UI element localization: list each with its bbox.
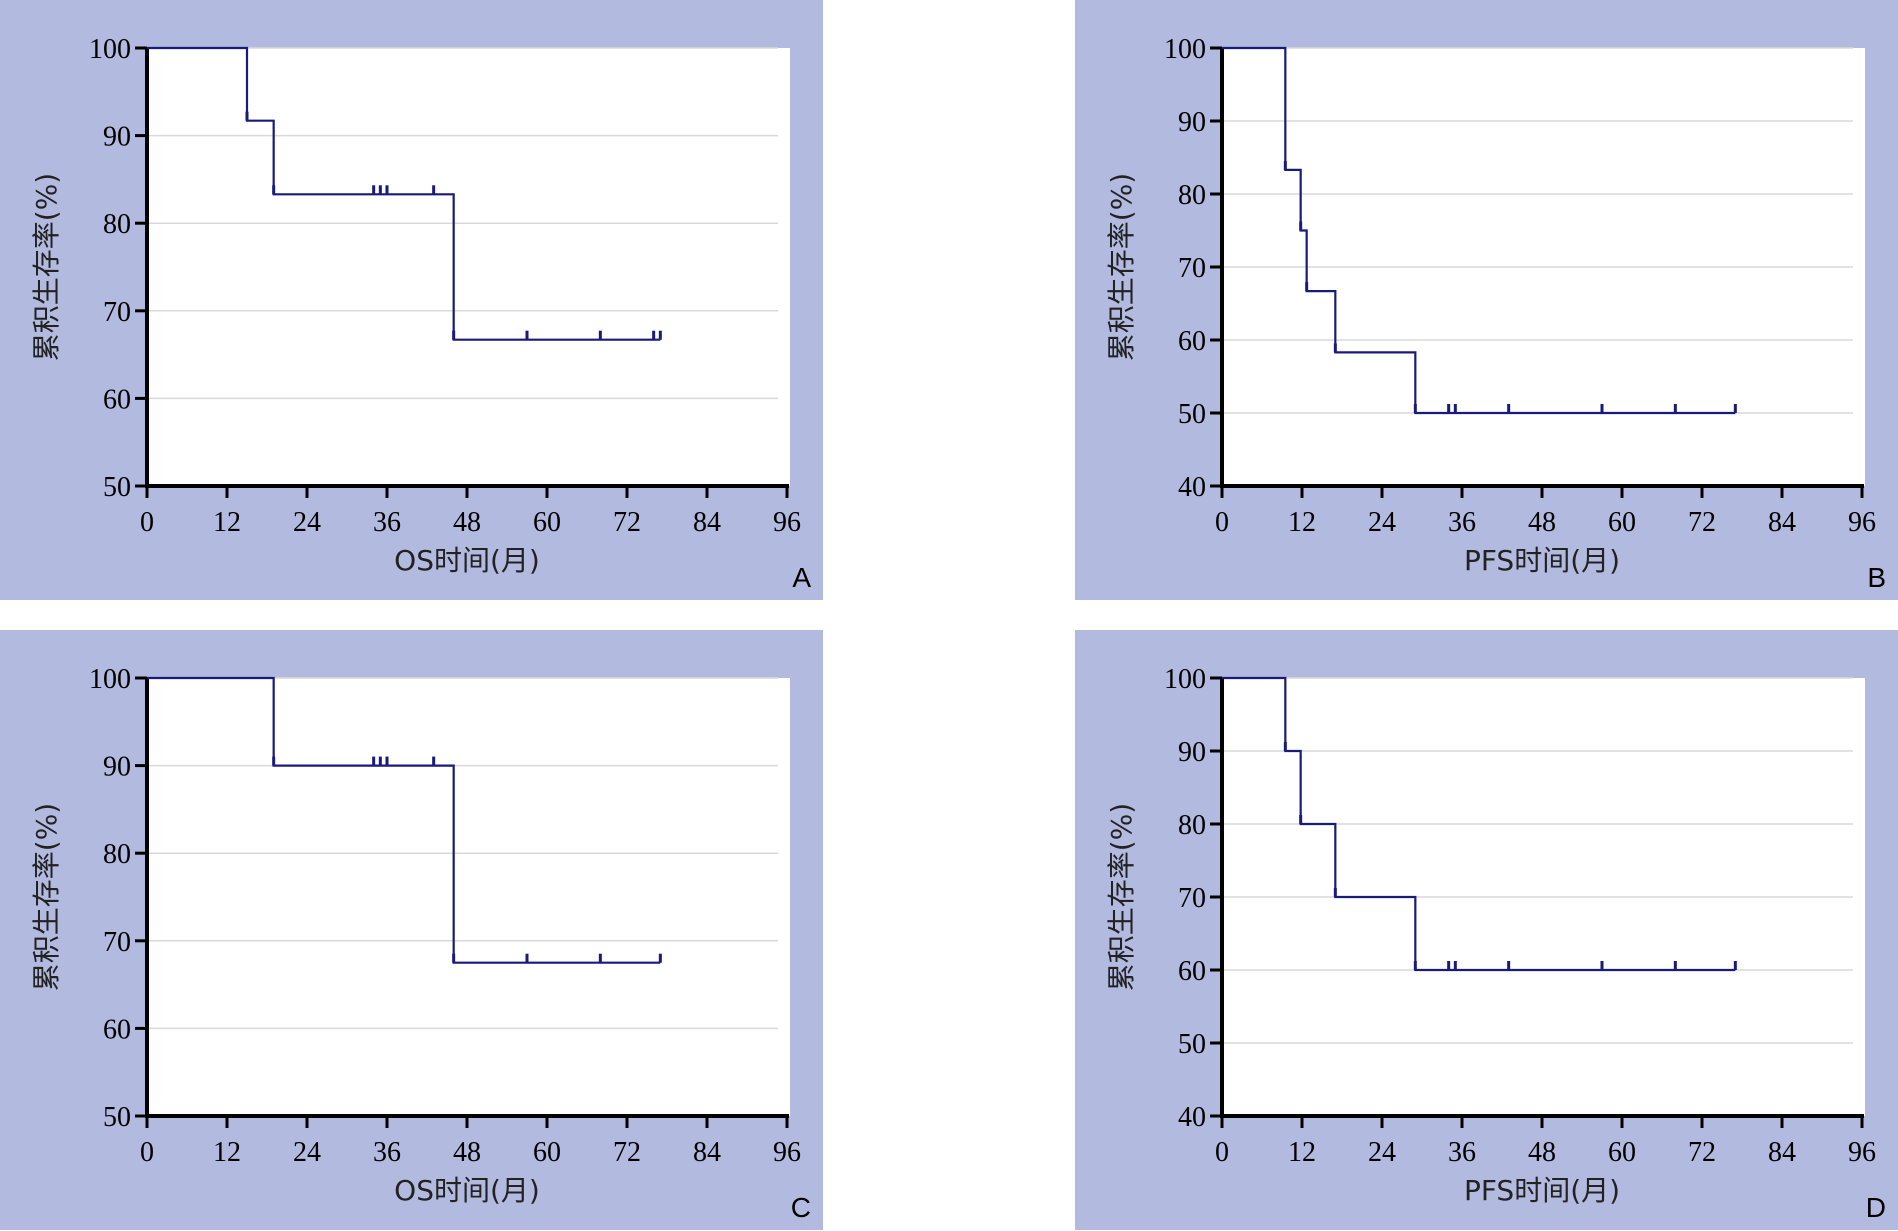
x-tick-label: 36	[1448, 1137, 1476, 1168]
x-tick-label: 96	[773, 1137, 801, 1168]
x-tick-label: 60	[1608, 1137, 1636, 1168]
y-tick-label: 90	[1178, 737, 1206, 768]
x-tick-label: 48	[453, 507, 481, 538]
y-tick-label: 60	[1178, 956, 1206, 987]
y-tick-label: 60	[103, 384, 131, 415]
y-axis-title: 累积生存率(%)	[1105, 173, 1138, 361]
y-tick-label: 50	[103, 472, 131, 503]
x-tick-label: 36	[373, 1137, 401, 1168]
x-tick-label: 12	[213, 1137, 241, 1168]
y-tick-label: 60	[103, 1014, 131, 1045]
x-tick-label: 60	[1608, 507, 1636, 538]
y-tick-label: 80	[103, 839, 131, 870]
x-tick-label: 96	[1848, 507, 1876, 538]
x-tick-label: 48	[1528, 507, 1556, 538]
panel-c: 50 60 70 80 90 100 0 12 24 36 48 60 72 84 96 OS时间(月) 累积生…	[0, 630, 823, 1230]
x-tick-label: 72	[613, 507, 641, 538]
panel-label-a: A	[792, 562, 811, 593]
x-tick-label: 24	[1368, 1137, 1396, 1168]
panel-label-d: D	[1865, 1192, 1886, 1223]
x-tick-label: 60	[533, 1137, 561, 1168]
x-tick-label: 36	[373, 507, 401, 538]
y-tick-label: 90	[103, 122, 131, 153]
x-tick-label: 48	[453, 1137, 481, 1168]
y-tick-label: 50	[103, 1102, 131, 1133]
x-tick-label: 24	[293, 507, 321, 538]
y-tick-label: 80	[103, 209, 131, 240]
x-axis-title: OS时间(月)	[394, 1174, 540, 1207]
x-tick-label: 24	[1368, 507, 1396, 538]
x-tick-label: 84	[693, 507, 721, 538]
x-tick-label: 48	[1528, 1137, 1556, 1168]
panel-label-b: B	[1867, 562, 1886, 593]
x-axis-title: OS时间(月)	[394, 544, 540, 577]
y-tick-label: 100	[89, 664, 131, 695]
x-tick-label: 0	[1215, 507, 1229, 538]
y-tick-label: 70	[1178, 253, 1206, 284]
chart-d: 40 50 60 70 80 90 100 0 12 24 36 48 60 72 84 96 PFS时间(月)…	[1105, 664, 1876, 1207]
chart-b: 40 50 60 70 80 90 100 0 12 24 36 48 60 72 84 96 PFS时间(月)…	[1105, 34, 1876, 577]
y-tick-label: 70	[103, 927, 131, 958]
panel-a: 50 60 70 80 90 100 0 12 24 36 48 60 72 84 96 OS时间(月) 累积生…	[0, 0, 823, 600]
x-tick-label: 84	[1768, 507, 1796, 538]
x-axis-title: PFS时间(月)	[1464, 544, 1620, 577]
x-tick-label: 0	[140, 507, 154, 538]
chart-a: 50 60 70 80 90 100 0 12 24 36 48 60 72 84 96 OS时间(月) 累积生…	[30, 34, 801, 577]
panel-d: 40 50 60 70 80 90 100 0 12 24 36 48 60 72 84 96 PFS时间(月)…	[1075, 630, 1898, 1230]
y-tick-label: 50	[1178, 399, 1206, 430]
x-tick-label: 12	[1288, 507, 1316, 538]
panel-label-c: C	[790, 1192, 811, 1223]
x-tick-label: 96	[1848, 1137, 1876, 1168]
x-tick-label: 96	[773, 507, 801, 538]
x-tick-label: 24	[293, 1137, 321, 1168]
y-tick-label: 80	[1178, 810, 1206, 841]
y-tick-label: 40	[1178, 1102, 1206, 1133]
x-tick-label: 12	[213, 507, 241, 538]
y-tick-label: 100	[1164, 34, 1206, 65]
plot-area	[147, 48, 790, 486]
y-axis-title: 累积生存率(%)	[1105, 803, 1138, 991]
y-tick-label: 60	[1178, 326, 1206, 357]
y-tick-label: 50	[1178, 1029, 1206, 1060]
y-axis-title: 累积生存率(%)	[30, 173, 63, 361]
y-tick-label: 90	[1178, 107, 1206, 138]
x-axis-title: PFS时间(月)	[1464, 1174, 1620, 1207]
x-tick-label: 72	[613, 1137, 641, 1168]
panel-b: 40 50 60 70 80 90 100 0 12 24 36 48 60 72 84 96 PFS时间(月)…	[1075, 0, 1898, 600]
x-tick-label: 72	[1688, 1137, 1716, 1168]
y-tick-label: 80	[1178, 180, 1206, 211]
x-tick-label: 84	[693, 1137, 721, 1168]
y-tick-label: 100	[89, 34, 131, 65]
survival-curve	[1222, 676, 1736, 972]
x-tick-label: 12	[1288, 1137, 1316, 1168]
survival-curve	[147, 46, 661, 341]
x-tick-label: 36	[1448, 507, 1476, 538]
x-tick-label: 72	[1688, 507, 1716, 538]
x-tick-label: 60	[533, 507, 561, 538]
plot-area	[147, 678, 790, 1116]
y-tick-label: 90	[103, 752, 131, 783]
y-axis-title: 累积生存率(%)	[30, 803, 63, 991]
y-tick-label: 70	[1178, 883, 1206, 914]
survival-curve	[147, 676, 661, 964]
y-tick-label: 40	[1178, 472, 1206, 503]
x-tick-label: 0	[1215, 1137, 1229, 1168]
survival-curve	[1222, 46, 1736, 415]
y-tick-label: 100	[1164, 664, 1206, 695]
chart-c: 50 60 70 80 90 100 0 12 24 36 48 60 72 84 96 OS时间(月) 累积生…	[30, 664, 801, 1207]
y-tick-label: 70	[103, 297, 131, 328]
x-tick-label: 0	[140, 1137, 154, 1168]
x-tick-label: 84	[1768, 1137, 1796, 1168]
